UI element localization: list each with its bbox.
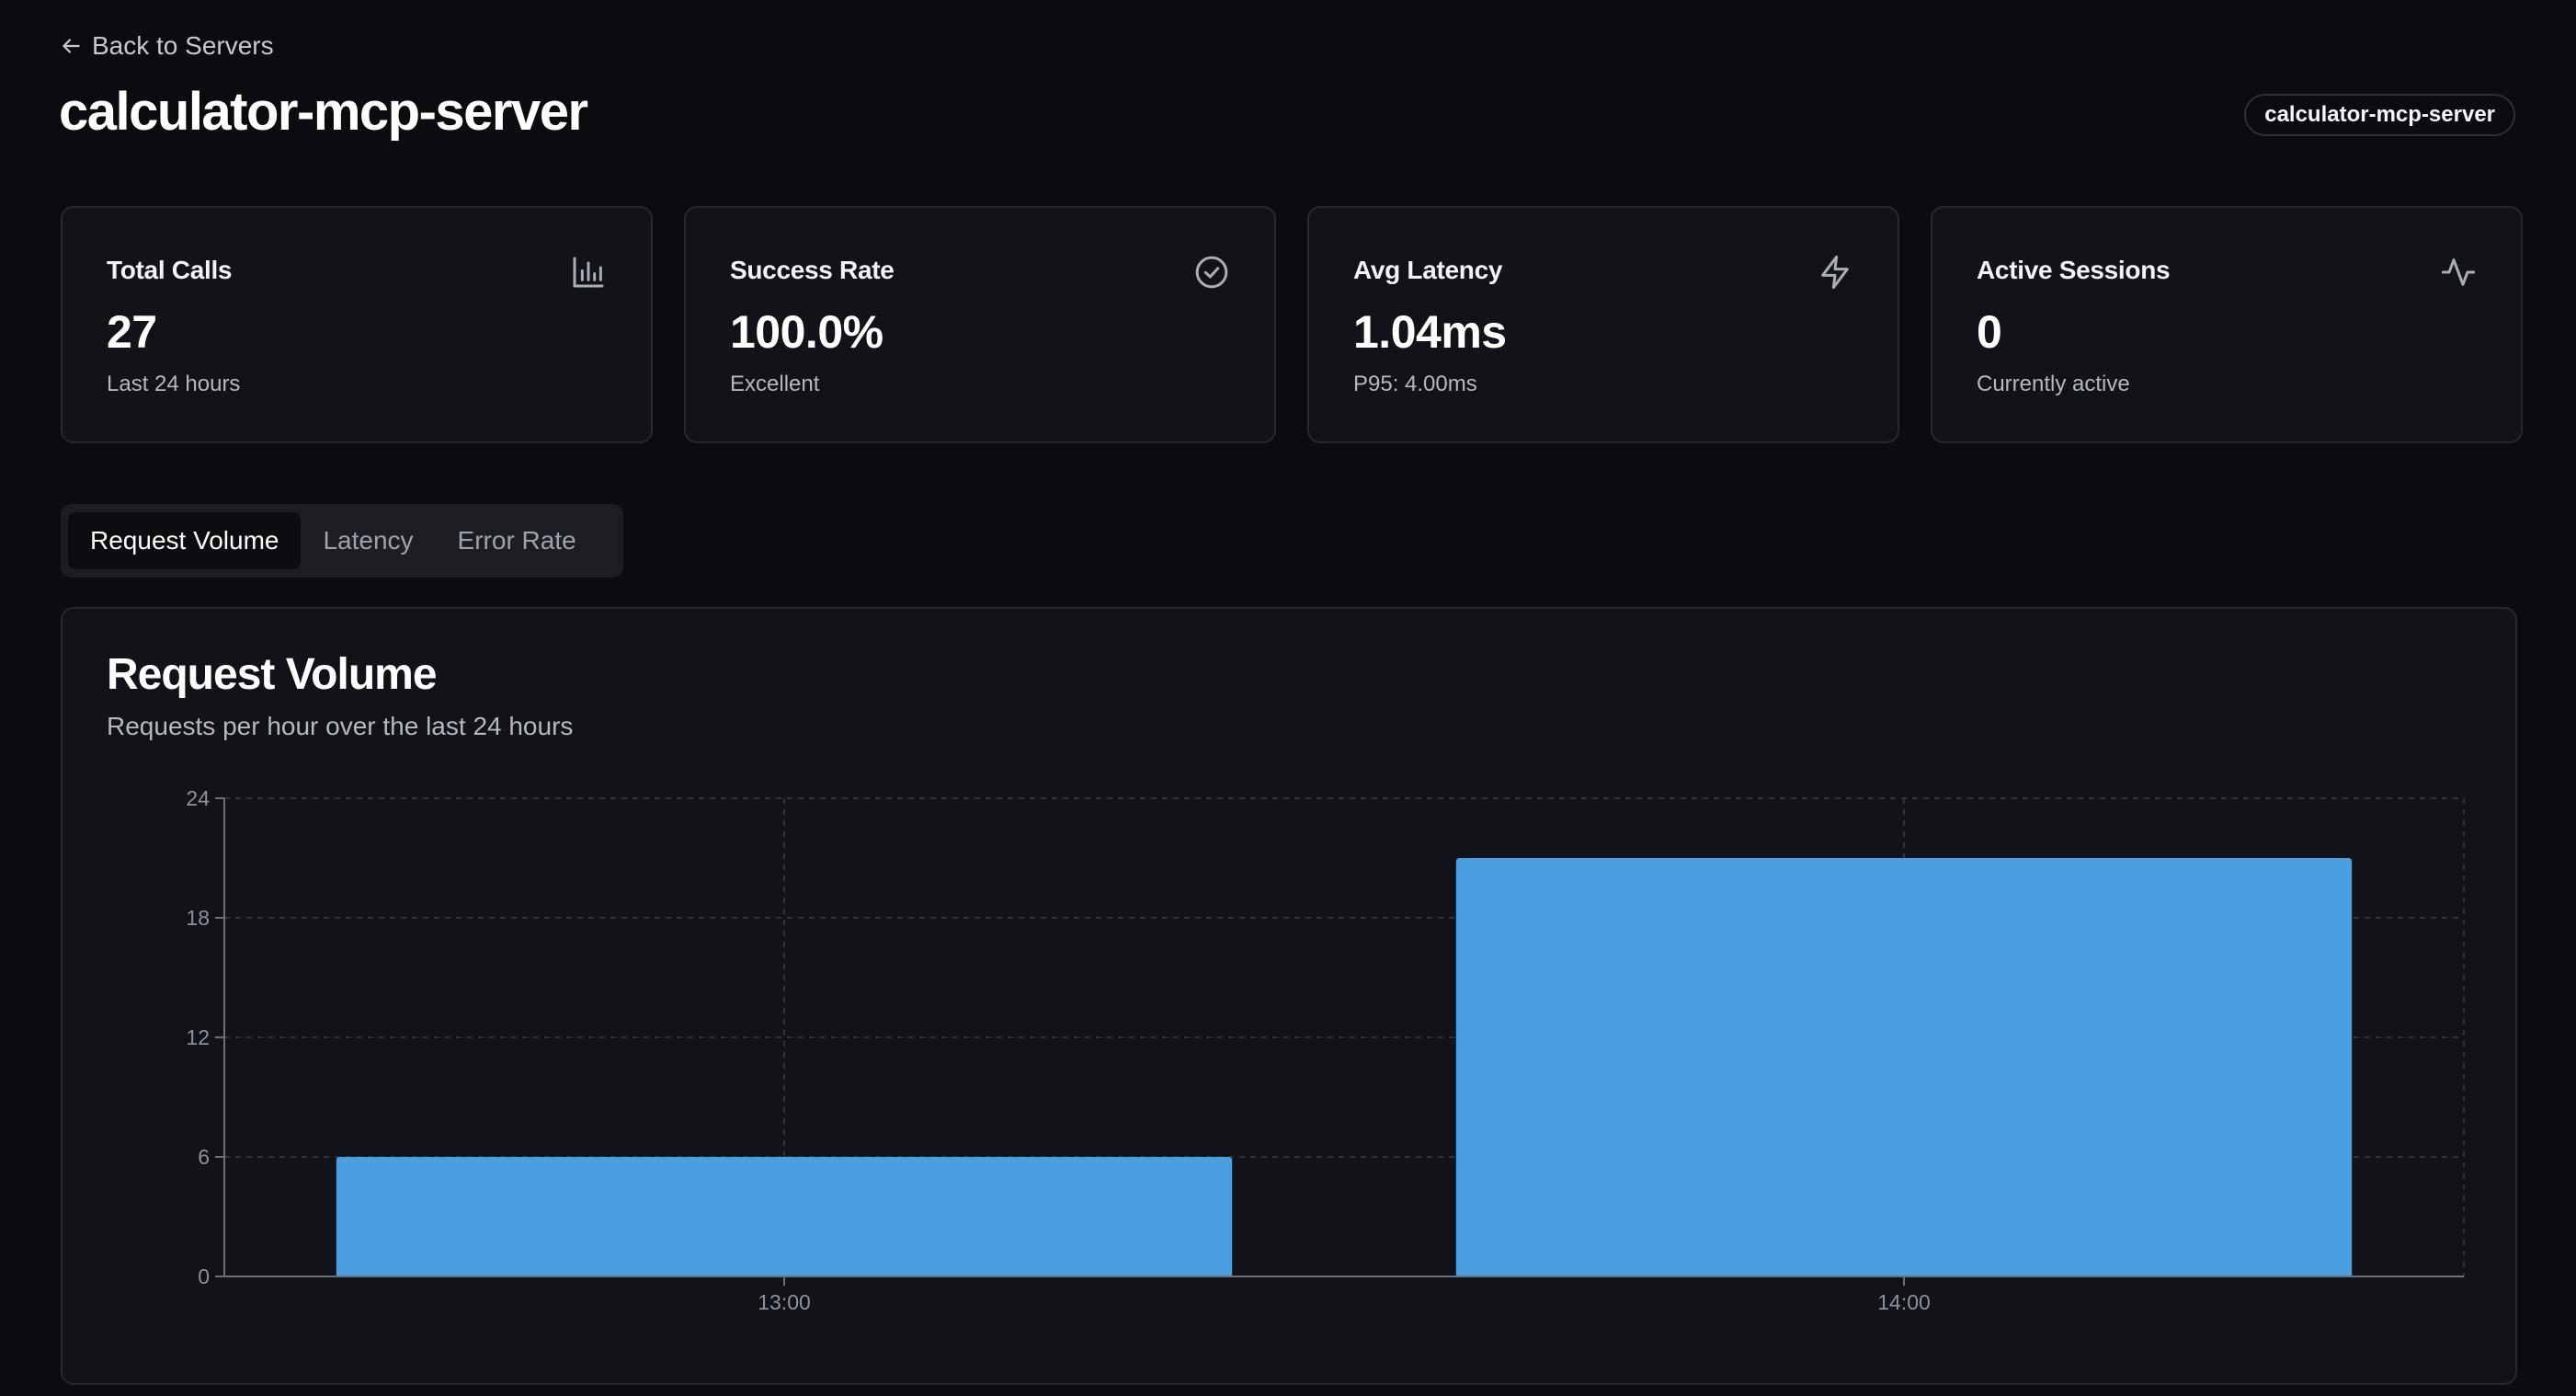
arrow-left-icon — [63, 39, 80, 53]
stats-row: Total Calls 27 Last 24 hours Success Rat… — [61, 206, 2523, 443]
stat-subtext: Currently active — [1977, 372, 2130, 396]
stat-card-total-calls: Total Calls 27 Last 24 hours — [61, 206, 653, 443]
stat-subtext: Last 24 hours — [107, 372, 241, 396]
chart-title: Request Volume — [107, 650, 438, 699]
y-tick-label: 0 — [198, 1264, 210, 1288]
lightning-icon — [1817, 254, 1853, 291]
y-tick-label: 6 — [198, 1145, 210, 1169]
stat-value: 27 — [107, 306, 157, 358]
bar-chart-icon — [570, 254, 607, 291]
stat-card-avg-latency: Avg Latency 1.04ms P95: 4.00ms — [1307, 206, 1899, 443]
server-badge: calculator-mcp-server — [2244, 94, 2515, 136]
stat-label: Avg Latency — [1353, 256, 1503, 284]
stat-subtext: P95: 4.00ms — [1353, 372, 1477, 396]
tab-request-volume[interactable]: Request Volume — [68, 512, 302, 569]
y-tick-label: 24 — [186, 786, 210, 810]
bar-1400[interactable] — [1455, 858, 2353, 1276]
stat-card-success-rate: Success Rate 100.0% Excellent — [684, 206, 1276, 443]
back-to-servers-link[interactable]: Back to Servers — [59, 31, 274, 61]
stat-subtext: Excellent — [730, 372, 820, 396]
chart-tabs: Request Volume Latency Error Rate — [61, 504, 623, 578]
bar-1300[interactable] — [336, 1157, 1233, 1276]
activity-icon — [2440, 254, 2477, 291]
stat-label: Total Calls — [107, 256, 233, 284]
tab-error-rate[interactable]: Error Rate — [457, 526, 576, 555]
x-tick-label: 13:00 — [758, 1290, 811, 1314]
stat-card-active-sessions: Active Sessions 0 Currently active — [1931, 206, 2523, 443]
stat-value: 0 — [1977, 306, 2002, 358]
stat-value: 100.0% — [730, 306, 883, 358]
stat-label: Active Sessions — [1977, 256, 2171, 284]
y-tick-label: 12 — [186, 1025, 210, 1049]
request-volume-chart-card: Request Volume Requests per hour over th… — [61, 607, 2517, 1385]
stat-label: Success Rate — [730, 256, 895, 284]
y-tick-label: 18 — [186, 906, 210, 930]
request-volume-chart: 0 6 12 18 24 13:00 14:00 — [186, 786, 2465, 1314]
x-tick-label: 14:00 — [1877, 1290, 1931, 1314]
back-link-label: Back to Servers — [92, 31, 274, 60]
page-title: calculator-mcp-server — [59, 82, 588, 142]
chart-subtitle: Requests per hour over the last 24 hours — [107, 712, 574, 740]
tab-latency[interactable]: Latency — [323, 526, 414, 555]
stat-value: 1.04ms — [1353, 306, 1507, 358]
check-circle-icon — [1193, 254, 1230, 291]
